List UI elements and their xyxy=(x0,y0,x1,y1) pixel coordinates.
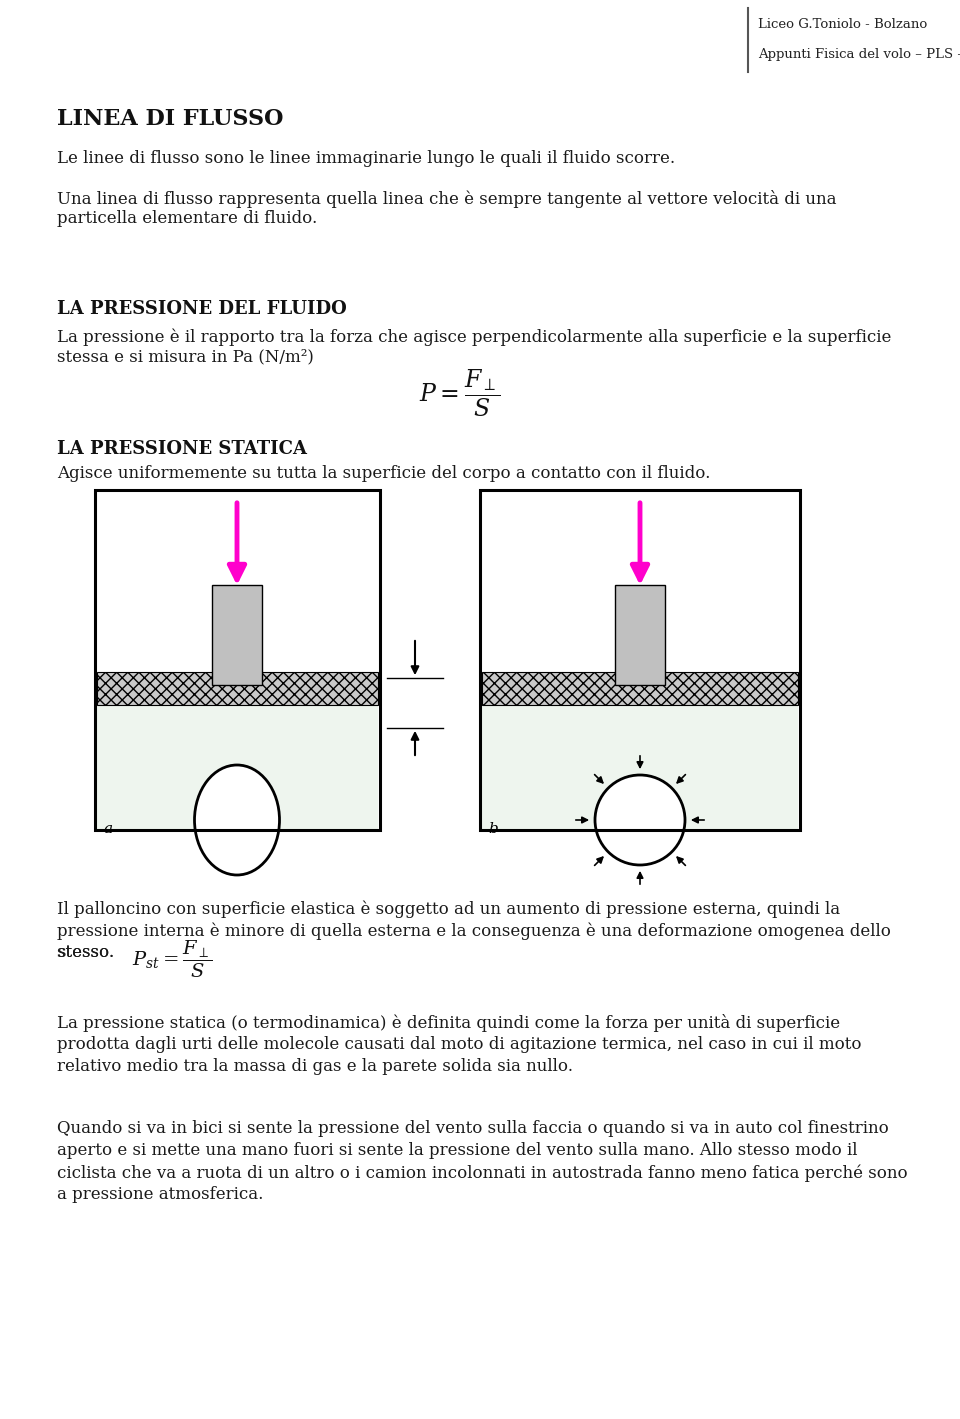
Bar xyxy=(95,490,380,830)
Bar xyxy=(97,673,378,705)
Bar xyxy=(482,673,798,705)
Text: Appunti Fisica del volo – PLS – a.s. 2010-2011: Appunti Fisica del volo – PLS – a.s. 201… xyxy=(758,48,960,61)
Text: La pressione statica (o termodinamica) è definita quindi come la forza per unità: La pressione statica (o termodinamica) è… xyxy=(57,1015,840,1032)
Text: Le linee di flusso sono le linee immaginarie lungo le quali il fluido scorre.: Le linee di flusso sono le linee immagin… xyxy=(57,150,675,167)
Text: $P_{st} = \dfrac{F_{\perp}}{S}$: $P_{st} = \dfrac{F_{\perp}}{S}$ xyxy=(132,939,213,981)
Bar xyxy=(97,701,378,829)
Text: a pressione atmosferica.: a pressione atmosferica. xyxy=(57,1186,263,1203)
Text: a: a xyxy=(103,822,112,836)
Text: stesso.: stesso. xyxy=(57,944,125,961)
Text: La pressione è il rapporto tra la forza che agisce perpendicolarmente alla super: La pressione è il rapporto tra la forza … xyxy=(57,328,892,345)
Bar xyxy=(615,585,665,685)
Text: Una linea di flusso rappresenta quella linea che è sempre tangente al vettore ve: Una linea di flusso rappresenta quella l… xyxy=(57,190,836,209)
Text: LA PRESSIONE STATICA: LA PRESSIONE STATICA xyxy=(57,440,307,458)
Text: LINEA DI FLUSSO: LINEA DI FLUSSO xyxy=(57,108,283,131)
Text: stesso.: stesso. xyxy=(57,944,114,961)
Circle shape xyxy=(595,775,685,866)
Text: Liceo G.Toniolo - Bolzano: Liceo G.Toniolo - Bolzano xyxy=(758,18,927,31)
Text: Agisce uniformemente su tutta la superficie del corpo a contatto con il fluido.: Agisce uniformemente su tutta la superfi… xyxy=(57,465,710,482)
Text: $P = \dfrac{F_{\perp}}{S}$: $P = \dfrac{F_{\perp}}{S}$ xyxy=(420,368,501,419)
Bar xyxy=(480,490,800,830)
Text: relativo medio tra la massa di gas e la parete solida sia nullo.: relativo medio tra la massa di gas e la … xyxy=(57,1059,573,1076)
Ellipse shape xyxy=(195,765,279,876)
Text: pressione interna è minore di quella esterna e la conseguenza è una deformazione: pressione interna è minore di quella est… xyxy=(57,922,891,939)
Bar xyxy=(482,701,798,829)
Text: aperto e si mette una mano fuori si sente la pressione del vento sulla mano. All: aperto e si mette una mano fuori si sent… xyxy=(57,1142,857,1159)
Text: Quando si va in bici si sente la pressione del vento sulla faccia o quando si va: Quando si va in bici si sente la pressio… xyxy=(57,1120,889,1137)
Text: b: b xyxy=(488,822,497,836)
Text: stessa e si misura in Pa (N/m²): stessa e si misura in Pa (N/m²) xyxy=(57,348,314,365)
Text: prodotta dagli urti delle molecole causati dal moto di agitazione termica, nel c: prodotta dagli urti delle molecole causa… xyxy=(57,1036,861,1053)
Text: ciclista che va a ruota di un altro o i camion incolonnati in autostrada fanno m: ciclista che va a ruota di un altro o i … xyxy=(57,1164,907,1182)
Text: LA PRESSIONE DEL FLUIDO: LA PRESSIONE DEL FLUIDO xyxy=(57,299,347,318)
Text: Il palloncino con superficie elastica è soggetto ad un aumento di pressione este: Il palloncino con superficie elastica è … xyxy=(57,900,840,918)
Text: particella elementare di fluido.: particella elementare di fluido. xyxy=(57,210,317,227)
Bar xyxy=(212,585,262,685)
